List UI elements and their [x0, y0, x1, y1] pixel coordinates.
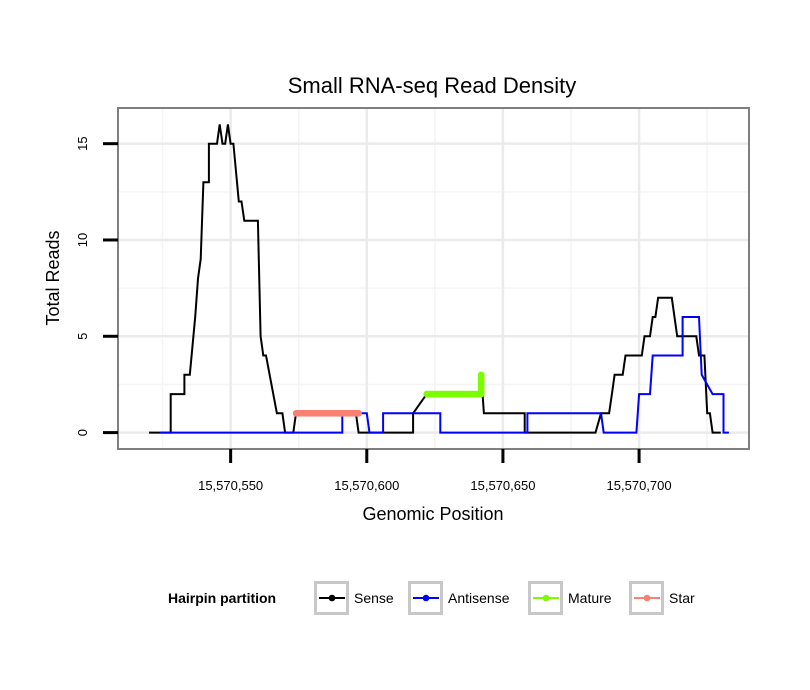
legend-item-antisense: Antisense: [408, 581, 510, 615]
mature-series: [423, 371, 485, 398]
mature-point: [477, 390, 485, 398]
y-tick-label: 15: [75, 136, 90, 150]
series-layer: [149, 124, 729, 434]
axis-layer: 15,570,550 15,570,600 15,570,650 15,570,700…: [75, 136, 672, 493]
y-tick-label: 5: [75, 333, 90, 340]
antisense-series: [159, 316, 729, 434]
legend-label: Sense: [354, 590, 394, 606]
x-axis-label: Genomic Position: [362, 504, 503, 524]
legend-label: Star: [669, 590, 695, 606]
x-tick-label: 15,570,650: [470, 478, 535, 493]
star-series: [292, 410, 362, 417]
legend-label: Mature: [568, 590, 612, 606]
grid-layer: [119, 109, 748, 448]
y-tick-label: 10: [75, 233, 90, 247]
mature-point: [477, 371, 485, 379]
x-tick-label: 15,570,700: [607, 478, 672, 493]
x-tick-label: 15,570,600: [334, 478, 399, 493]
chart-title: Small RNA-seq Read Density: [288, 73, 577, 98]
legend-item-sense: Sense: [314, 581, 394, 615]
antisense-line: [159, 316, 729, 434]
legend-title: Hairpin partition: [168, 590, 276, 606]
legend-key-point: [328, 594, 336, 602]
star-point: [355, 410, 362, 417]
plot-panel: [117, 107, 750, 450]
y-tick-label: 0: [75, 429, 90, 436]
legend: Hairpin partition Sense Antisense Mature St…: [168, 581, 695, 615]
legend-item-mature: Mature: [528, 581, 612, 615]
x-tick-label: 15,570,550: [198, 478, 263, 493]
legend-key-point: [542, 594, 550, 602]
legend-label: Antisense: [448, 590, 510, 606]
legend-item-star: Star: [629, 581, 695, 615]
legend-key-point: [422, 594, 430, 602]
y-axis-label: Total Reads: [43, 230, 63, 325]
legend-entries: Sense Antisense Mature Star: [314, 581, 695, 615]
legend-key-point: [643, 594, 651, 602]
